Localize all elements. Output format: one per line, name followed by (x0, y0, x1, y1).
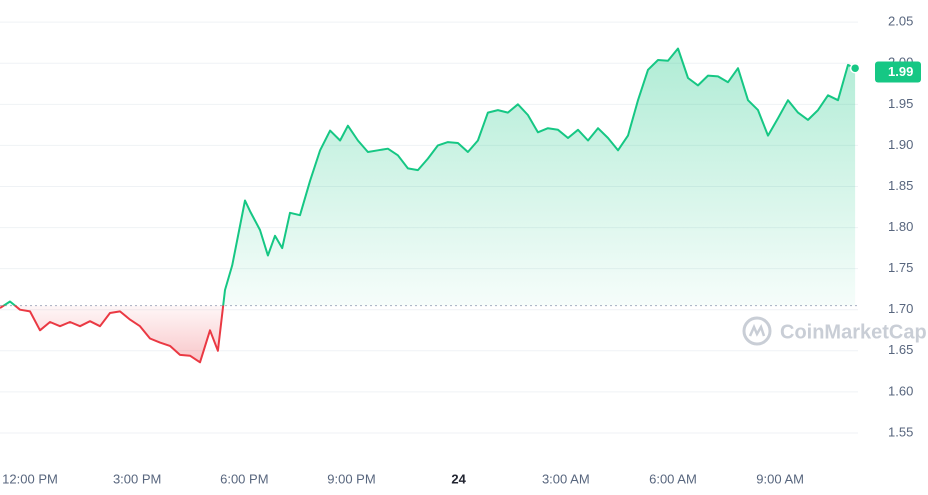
price-tag-label: 1.99 (888, 64, 913, 79)
x-tick-label: 6:00 AM (649, 471, 697, 486)
y-tick-label: 1.75 (888, 260, 913, 275)
y-tick-label: 1.85 (888, 178, 913, 193)
y-tick-label: 1.60 (888, 383, 913, 398)
y-tick-label: 2.05 (888, 14, 913, 29)
area-fill (0, 48, 856, 363)
x-tick-label: 12:00 PM (2, 471, 58, 486)
y-tick-label: 1.65 (888, 342, 913, 357)
y-tick-label: 1.70 (888, 301, 913, 316)
price-tag (875, 61, 921, 83)
y-tick-label: 1.95 (888, 96, 913, 111)
y-tick-label: 1.90 (888, 137, 913, 152)
x-tick-label: 9:00 PM (327, 471, 375, 486)
price-line (0, 47, 856, 364)
watermark-logo (742, 316, 772, 346)
x-tick-label: 3:00 AM (542, 471, 590, 486)
x-tick-label: 3:00 PM (113, 471, 161, 486)
watermark: CoinMarketCap (780, 321, 927, 343)
x-tick-label: 9:00 AM (756, 471, 804, 486)
y-tick-label: 1.55 (888, 424, 913, 439)
y-tick-label: 1.80 (888, 219, 913, 234)
last-point (849, 62, 861, 74)
x-tick-label: 24 (451, 471, 466, 486)
x-tick-label: 6:00 PM (220, 471, 268, 486)
